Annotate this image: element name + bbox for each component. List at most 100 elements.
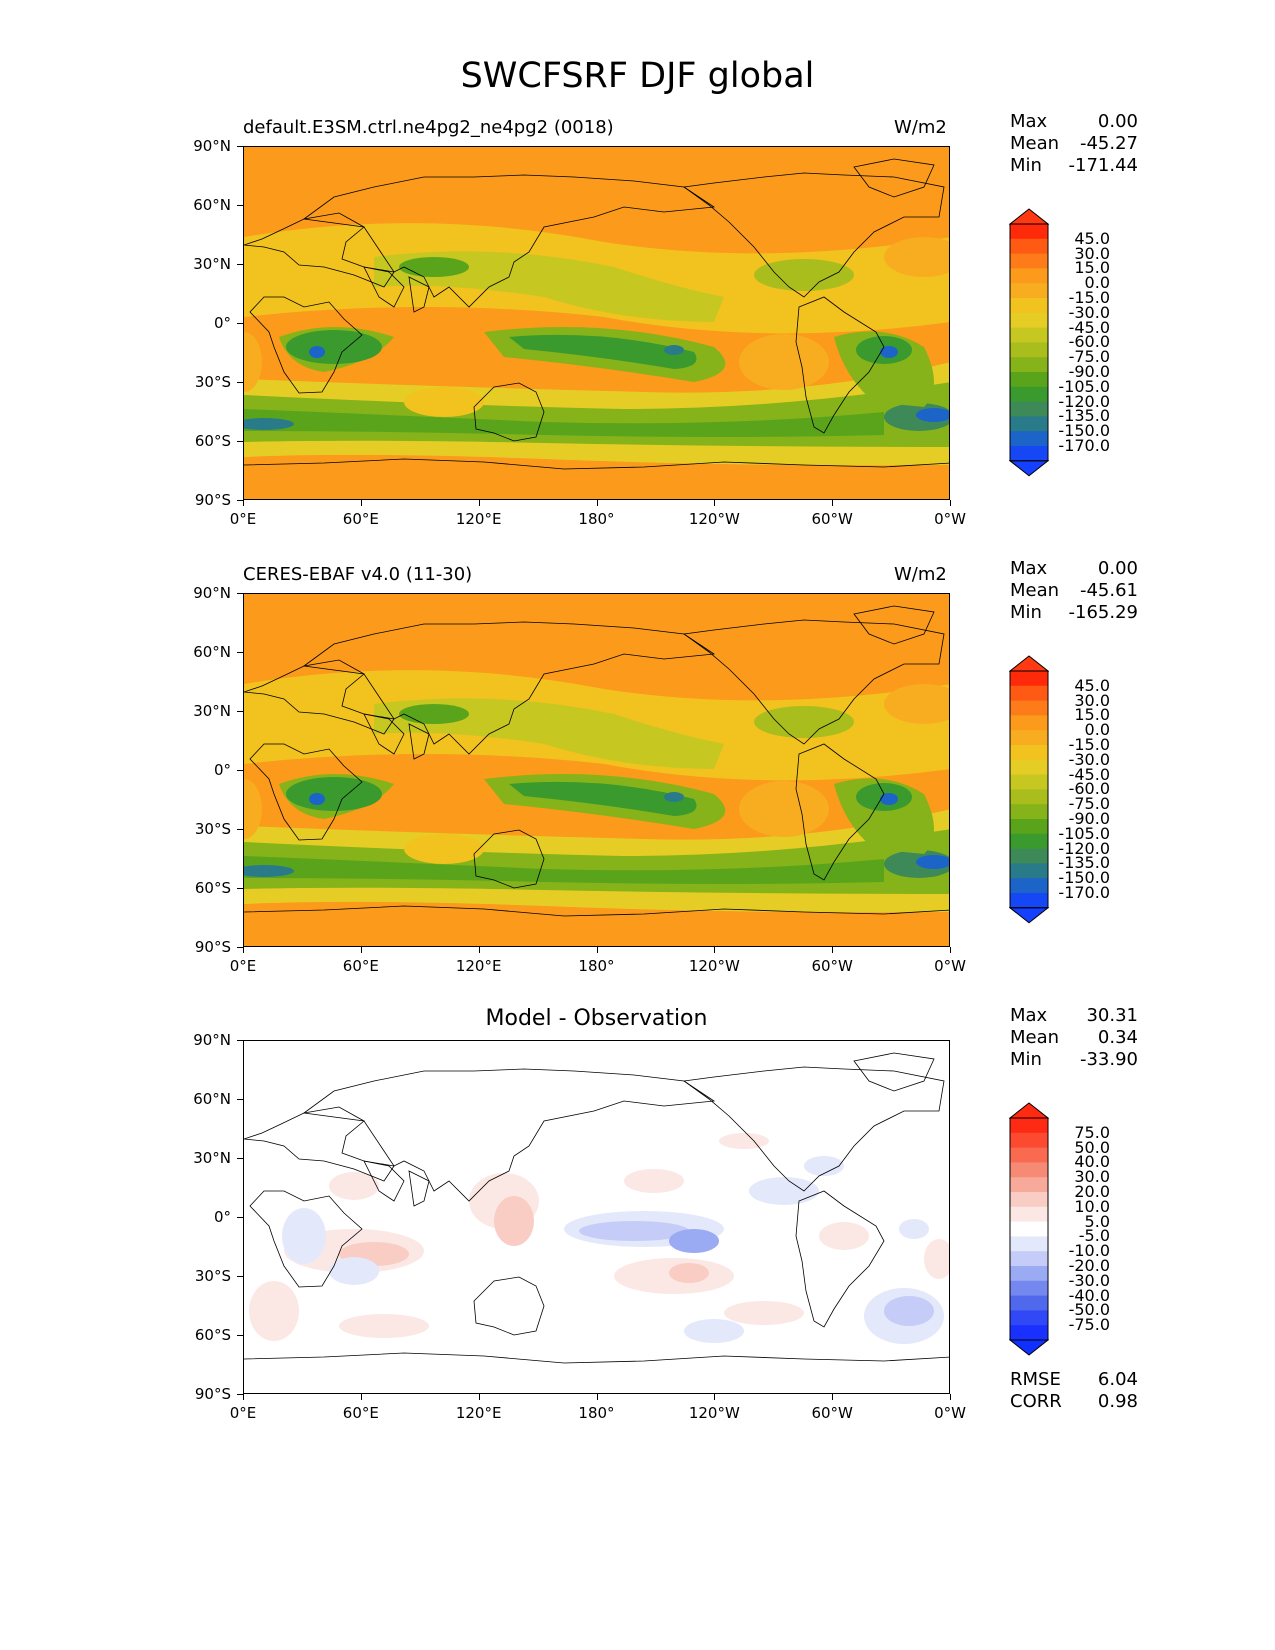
coastline-4 xyxy=(408,723,430,760)
lon-tick-mark xyxy=(714,1394,716,1400)
panel-title: Model - Observation xyxy=(485,1006,708,1031)
map-field xyxy=(244,594,949,946)
stat-row-max: Max 0.00 xyxy=(1010,111,1138,133)
colorbar-tick-label: -5.0 xyxy=(1078,1226,1110,1246)
colorbar-swatch xyxy=(1010,253,1048,269)
lat-tick-mark xyxy=(237,1394,243,1395)
stat-max-label: Max xyxy=(1010,111,1048,132)
colorbar-swatch xyxy=(1010,878,1048,894)
lat-tick-label: 60°S xyxy=(194,1326,231,1344)
lat-tick-label: 30°S xyxy=(194,1267,231,1285)
coastline-9 xyxy=(853,158,935,198)
colorbar-tick-label: 20.0 xyxy=(1074,1182,1110,1201)
colorbar-swatch xyxy=(1010,700,1048,716)
stat-mean-label: Mean xyxy=(1010,580,1060,601)
lon-tick-mark xyxy=(243,1394,244,1400)
lat-tick-mark xyxy=(237,711,243,712)
colorbar-tick-label: 10.0 xyxy=(1074,1196,1110,1216)
stat-min-value: -165.29 xyxy=(1068,602,1138,623)
lon-tick-label: 60°E xyxy=(342,957,379,975)
colorbar-swatch xyxy=(1010,416,1048,432)
coastline-7 xyxy=(795,1190,885,1328)
field-region-13 xyxy=(624,1169,684,1193)
stat-mean-label: Mean xyxy=(1010,133,1060,154)
colorbar-swatch xyxy=(1010,1325,1048,1341)
lat-tick-mark xyxy=(237,1276,243,1277)
lon-tick-mark xyxy=(596,500,598,506)
coastline-6 xyxy=(682,172,945,298)
field-region-10 xyxy=(819,1222,869,1250)
colorbar-swatch xyxy=(1010,386,1048,403)
colorbar-swatch xyxy=(1010,744,1048,761)
colorbar-swatch xyxy=(1010,431,1048,447)
lat-tick-label: 30°S xyxy=(194,820,231,838)
map-frame xyxy=(243,146,950,500)
lon-tick-mark xyxy=(950,947,951,953)
colorbar-tick-label: -135.0 xyxy=(1058,406,1110,426)
stat-row-min: Min -165.29 xyxy=(1010,602,1138,624)
lon-tick-label: 0°W xyxy=(934,1404,966,1422)
coastline-2 xyxy=(302,621,716,755)
lon-tick-mark xyxy=(360,1394,362,1400)
stat-max-label: Max xyxy=(1010,558,1048,579)
lat-tick-label: 30°N xyxy=(193,255,231,273)
metric-corr-label: CORR xyxy=(1010,1391,1062,1412)
lat-tick-label: 90°S xyxy=(194,491,231,509)
lon-tick-label: 0°E xyxy=(229,1404,257,1422)
stat-row-max: Max 0.00 xyxy=(1010,558,1138,580)
lon-tick-mark xyxy=(714,500,716,506)
colorbar-swatch xyxy=(1010,789,1048,805)
map-field xyxy=(244,147,949,499)
colorbar-tick-label: -75.0 xyxy=(1068,794,1110,814)
colorbar-swatch xyxy=(1010,818,1048,835)
lon-tick-label: 120°W xyxy=(688,957,740,975)
colorbar-swatch xyxy=(1010,1310,1048,1326)
colorbar-over-extension xyxy=(1008,655,1050,672)
coastline-2 xyxy=(302,1068,716,1202)
lon-tick-label: 60°E xyxy=(342,510,379,528)
lat-tick-mark xyxy=(237,593,243,594)
colorbar-tick-label: -105.0 xyxy=(1058,376,1110,396)
colorbar-under-extension xyxy=(1008,460,1050,477)
coastline-3 xyxy=(363,713,405,755)
stat-row-min: Min -33.90 xyxy=(1010,1049,1138,1071)
colorbar-tick-label: -120.0 xyxy=(1058,838,1110,858)
coastline-2 xyxy=(302,174,716,308)
metrics-box: RMSE 6.04 CORR 0.98 xyxy=(1010,1369,1138,1413)
lon-tick-label: 120°W xyxy=(688,1404,740,1422)
colorbar-swatch xyxy=(1010,863,1048,879)
field-region-6 xyxy=(669,1263,709,1283)
lon-tick-mark xyxy=(714,947,716,953)
colorbar-tick-label: -75.0 xyxy=(1068,1315,1110,1335)
colorbar-tick-label: -150.0 xyxy=(1058,421,1110,441)
coastline-5 xyxy=(473,382,545,442)
colorbar-tick-label: -45.0 xyxy=(1068,317,1110,337)
colorbar-swatch xyxy=(1010,1118,1048,1134)
colorbar-tick-label: -40.0 xyxy=(1068,1285,1110,1305)
colorbar-swatch xyxy=(1010,297,1048,314)
colorbar xyxy=(1008,1102,1050,1356)
colorbar-swatch xyxy=(1010,804,1048,820)
coastline-0 xyxy=(249,296,363,394)
lon-tick-label: 60°E xyxy=(342,1404,379,1422)
lat-tick-mark xyxy=(237,652,243,653)
lon-tick-label: 0°E xyxy=(229,957,257,975)
coastline-6 xyxy=(682,619,945,745)
stat-min-value: -171.44 xyxy=(1068,155,1138,176)
lon-tick-label: 180° xyxy=(578,510,615,528)
coastline-7 xyxy=(795,743,885,881)
colorbar-wrap xyxy=(1008,208,1050,481)
colorbar xyxy=(1008,655,1050,924)
lat-tick-label: 30°N xyxy=(193,702,231,720)
map-frame xyxy=(243,593,950,947)
lat-tick-mark xyxy=(237,323,243,324)
coastlines xyxy=(244,605,949,917)
colorbar-outline xyxy=(1009,1117,1049,1341)
stat-row-max: Max 30.31 xyxy=(1010,1005,1138,1027)
lat-tick-mark xyxy=(237,264,243,265)
lon-tick-mark xyxy=(950,500,951,506)
colorbar-swatch xyxy=(1010,759,1048,776)
stat-row-min: Min -171.44 xyxy=(1010,155,1138,177)
colorbar-swatch xyxy=(1010,774,1048,790)
colorbar-over-extension xyxy=(1008,1102,1050,1119)
